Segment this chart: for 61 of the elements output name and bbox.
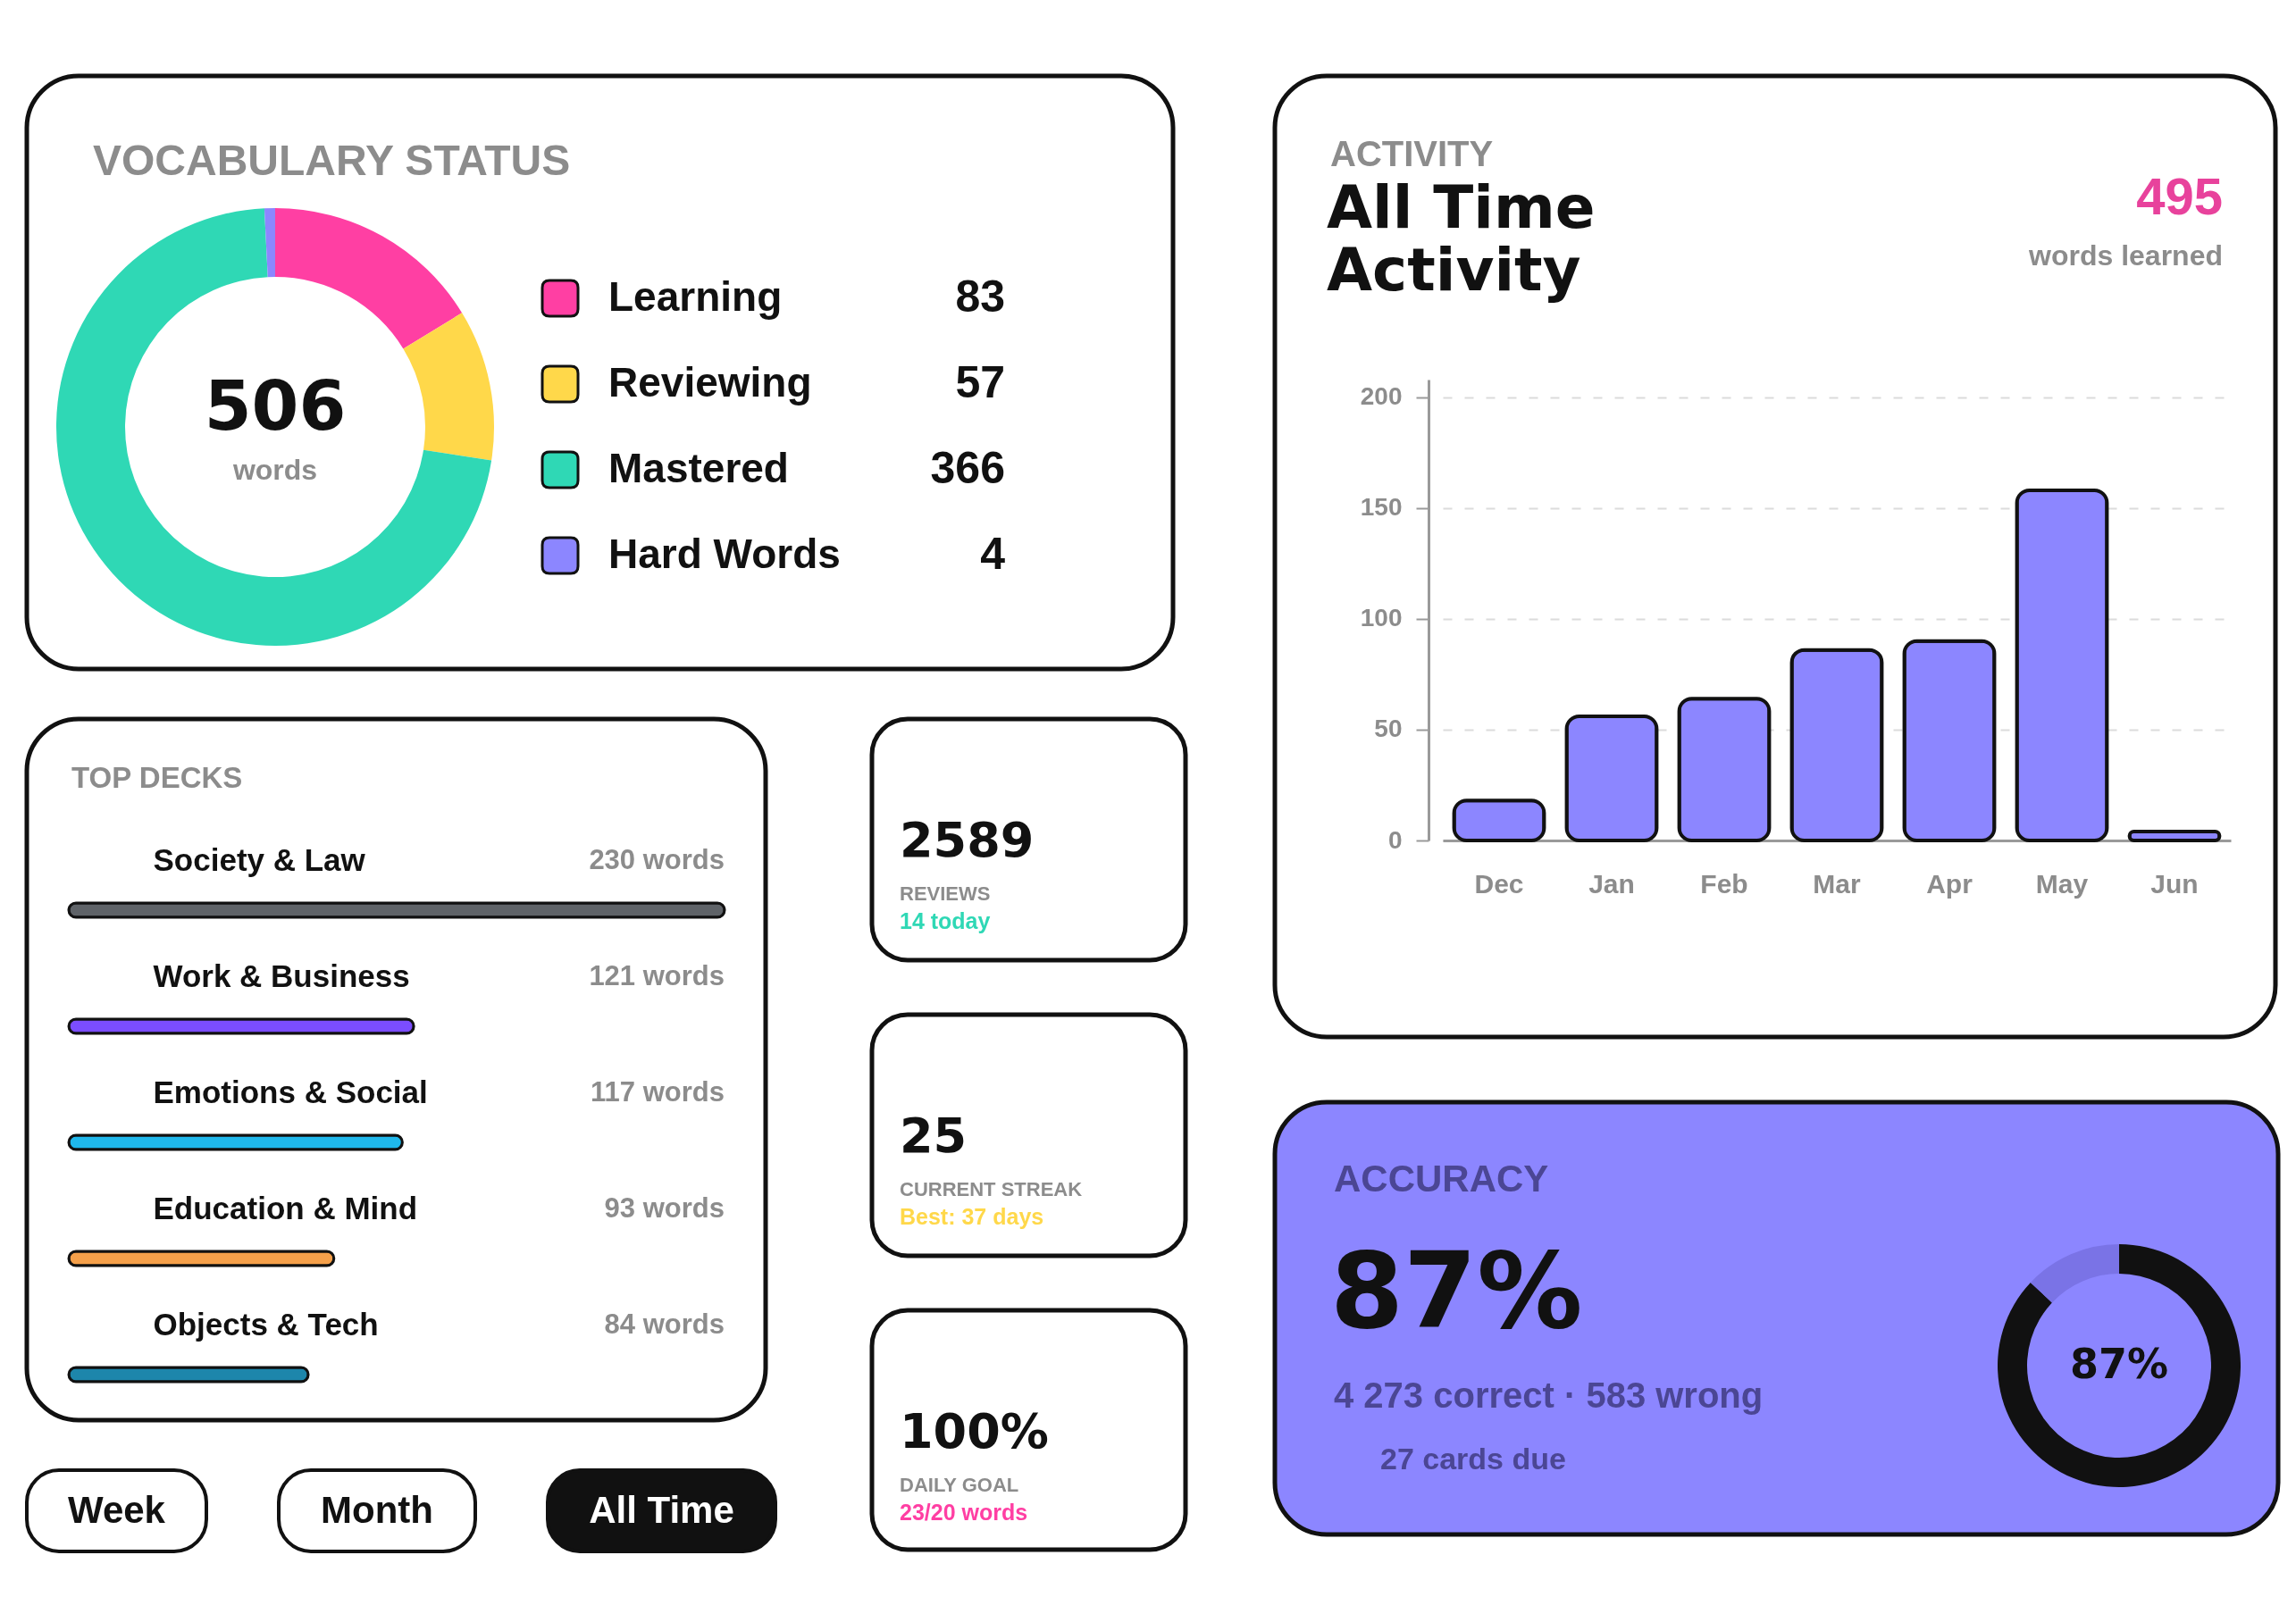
y-tick-label: 150 — [1360, 493, 1403, 522]
x-tick-label: Mar — [1813, 868, 1861, 899]
text: All Time — [589, 1489, 734, 1531]
text: 14 today — [900, 908, 991, 933]
text: 27 cards due — [1380, 1442, 1566, 1476]
donut-slice — [2030, 1244, 2119, 1303]
text: Week — [68, 1489, 166, 1531]
data-label: 93 words — [604, 1192, 725, 1224]
donut-slice — [56, 208, 492, 646]
data-label: 366 — [930, 443, 1005, 493]
donut-slice — [264, 208, 275, 278]
chart-title: TOP DECKS — [71, 761, 243, 794]
legend-label: Learning — [608, 273, 783, 320]
chart-title: VOCABULARY STATUS — [93, 137, 571, 184]
legend-label: Mastered — [608, 445, 789, 491]
text: 495 — [2136, 167, 2223, 225]
data-label: 87% — [2069, 1340, 2169, 1388]
x-tick-label: Feb — [1700, 868, 1748, 899]
data-label: 4 — [980, 529, 1006, 579]
x-tick-label: Jan — [1588, 868, 1635, 899]
data-label: 83 — [955, 272, 1005, 322]
text: 4 273 correct · 583 wrong — [1334, 1375, 1764, 1415]
text: words learned — [2028, 239, 2223, 272]
donut-slice — [403, 313, 494, 461]
text: 25 — [900, 1108, 968, 1164]
y-tick-label: 100 — [1360, 604, 1403, 632]
text: ACCURACY — [1334, 1158, 1549, 1200]
text: 87% — [1330, 1229, 1583, 1352]
y-tick-label: 50 — [1374, 715, 1403, 743]
y-tick-label: Emotions & Social — [153, 1074, 428, 1109]
donut-slice — [1998, 1244, 2241, 1487]
y-tick-label: 200 — [1360, 382, 1403, 411]
data-label: 121 words — [589, 960, 725, 991]
chart-subtitle: ACTIVITY — [1330, 134, 1494, 173]
text: 100% — [900, 1403, 1049, 1459]
y-tick-label: Society & Law — [153, 842, 366, 877]
text: REVIEWS — [900, 882, 991, 905]
donut-slice — [275, 208, 463, 349]
y-tick-label: 0 — [1387, 825, 1403, 854]
text: 2589 — [900, 812, 1035, 868]
text: 23/20 words — [900, 1500, 1028, 1525]
x-tick-label: May — [2035, 868, 2089, 899]
y-tick-label: Education & Mind — [153, 1191, 418, 1225]
y-tick-label: Objects & Tech — [153, 1307, 379, 1342]
text: words — [231, 454, 318, 486]
legend-label: Reviewing — [608, 359, 812, 406]
text: DAILY GOAL — [900, 1474, 1019, 1496]
text: Best: 37 days — [900, 1204, 1044, 1229]
text: 506 — [204, 366, 347, 446]
data-label: 117 words — [591, 1076, 725, 1108]
x-tick-label: Dec — [1474, 868, 1524, 899]
text: CURRENT STREAK — [900, 1178, 1083, 1200]
y-tick-label: Work & Business — [153, 958, 410, 993]
x-tick-label: Jun — [2150, 868, 2199, 899]
data-label: 230 words — [589, 844, 725, 875]
data-label: 57 — [955, 357, 1005, 407]
legend-label: Hard Words — [608, 531, 841, 577]
text: Month — [321, 1489, 433, 1531]
data-label: 84 words — [604, 1308, 725, 1340]
x-tick-label: Apr — [1926, 868, 1973, 899]
chart-title: All Time Activity — [1327, 173, 1596, 305]
